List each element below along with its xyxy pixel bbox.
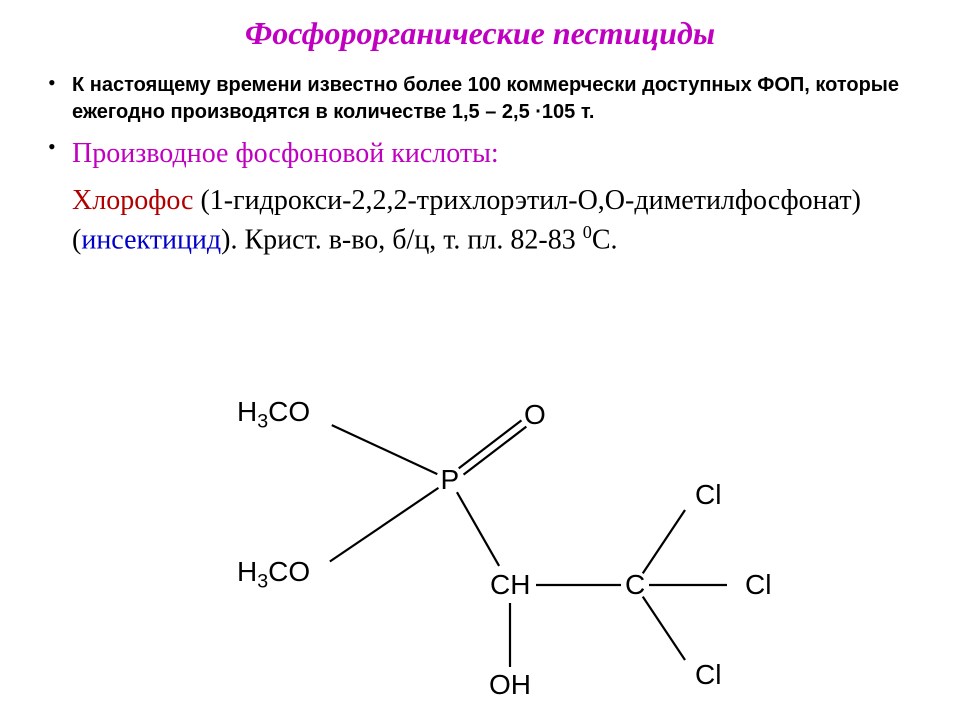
subheading: Производное фосфоновой кислоты:: [72, 136, 920, 172]
label-cl-bottom: Cl: [695, 659, 721, 691]
label-ch: CH: [490, 569, 530, 601]
insecticide-label: инсектицид: [81, 225, 221, 256]
degree-zero: 0: [583, 222, 592, 242]
compound-name: Хлорофос: [72, 185, 193, 216]
label-cl-right: Cl: [745, 569, 771, 601]
compound-tail2: С.: [592, 225, 618, 256]
label-c: C: [625, 569, 645, 601]
label-o-double: O: [524, 399, 546, 431]
compound-tail1: ). Крист. в-во, б/ц, т. пл. 82-83: [221, 225, 583, 256]
label-cl-top: Cl: [695, 479, 721, 511]
label-h3co-bottom: H3CO: [237, 556, 310, 594]
label-h3co-top: H3CO: [237, 396, 310, 434]
slide-title: Фосфорорганические пестициды: [40, 15, 920, 52]
structural-formula: H3CO H3CO P O CH C Cl Cl Cl OH: [180, 380, 780, 700]
intro-text: К настоящему времени известно более 100 …: [72, 72, 920, 126]
label-oh: OH: [489, 669, 531, 701]
label-p: P: [441, 464, 460, 496]
compound-description: Хлорофос (1-гидрокси-2,2,2-трихлорэтил-О…: [40, 182, 920, 259]
